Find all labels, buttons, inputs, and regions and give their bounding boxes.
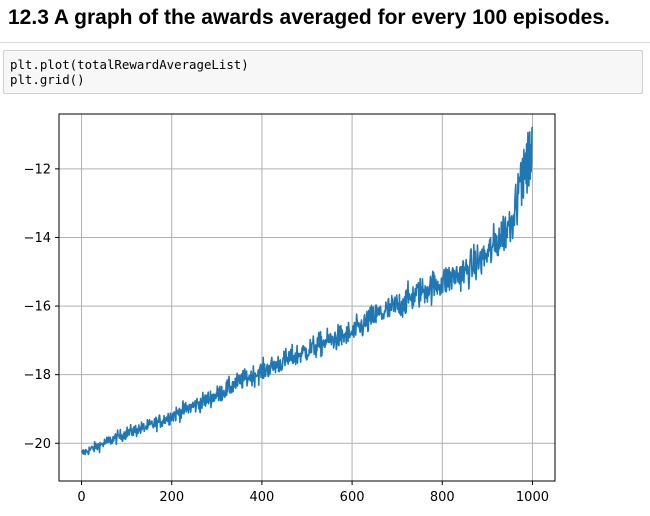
x-tick-label: 800	[430, 490, 455, 505]
series-layer	[80, 126, 534, 456]
y-tick-label: −12	[24, 162, 51, 177]
y-tick-label: −20	[24, 437, 51, 452]
chart-output: 0 200 400 600 800 1000 −12 −14 −16 −18 −20	[0, 100, 650, 516]
y-tick-label: −14	[24, 231, 51, 246]
code-cell[interactable]: plt.plot(totalRewardAverageList) plt.gri…	[3, 50, 643, 94]
y-tick-label: −16	[24, 300, 51, 315]
line-chart: 0 200 400 600 800 1000 −12 −14 −16 −18 −20	[24, 113, 556, 505]
code-line: plt.grid()	[10, 72, 85, 87]
x-tick-label: 1000	[516, 490, 549, 505]
x-axis: 0 200 400 600 800 1000	[77, 481, 549, 505]
x-tick-label: 400	[249, 490, 274, 505]
page-heading: 12.3 A graph of the awards averaged for …	[8, 6, 610, 29]
x-tick-label: 0	[77, 490, 85, 505]
y-axis: −12 −14 −16 −18 −20	[24, 162, 59, 452]
code-line: plt.plot(totalRewardAverageList)	[10, 57, 249, 72]
grid-lines	[59, 114, 555, 481]
series-line	[80, 126, 534, 456]
y-tick-label: −18	[24, 368, 51, 383]
plot-frame	[58, 113, 556, 482]
x-tick-label: 600	[340, 490, 365, 505]
x-tick-label: 200	[159, 490, 184, 505]
heading-divider	[0, 42, 650, 43]
